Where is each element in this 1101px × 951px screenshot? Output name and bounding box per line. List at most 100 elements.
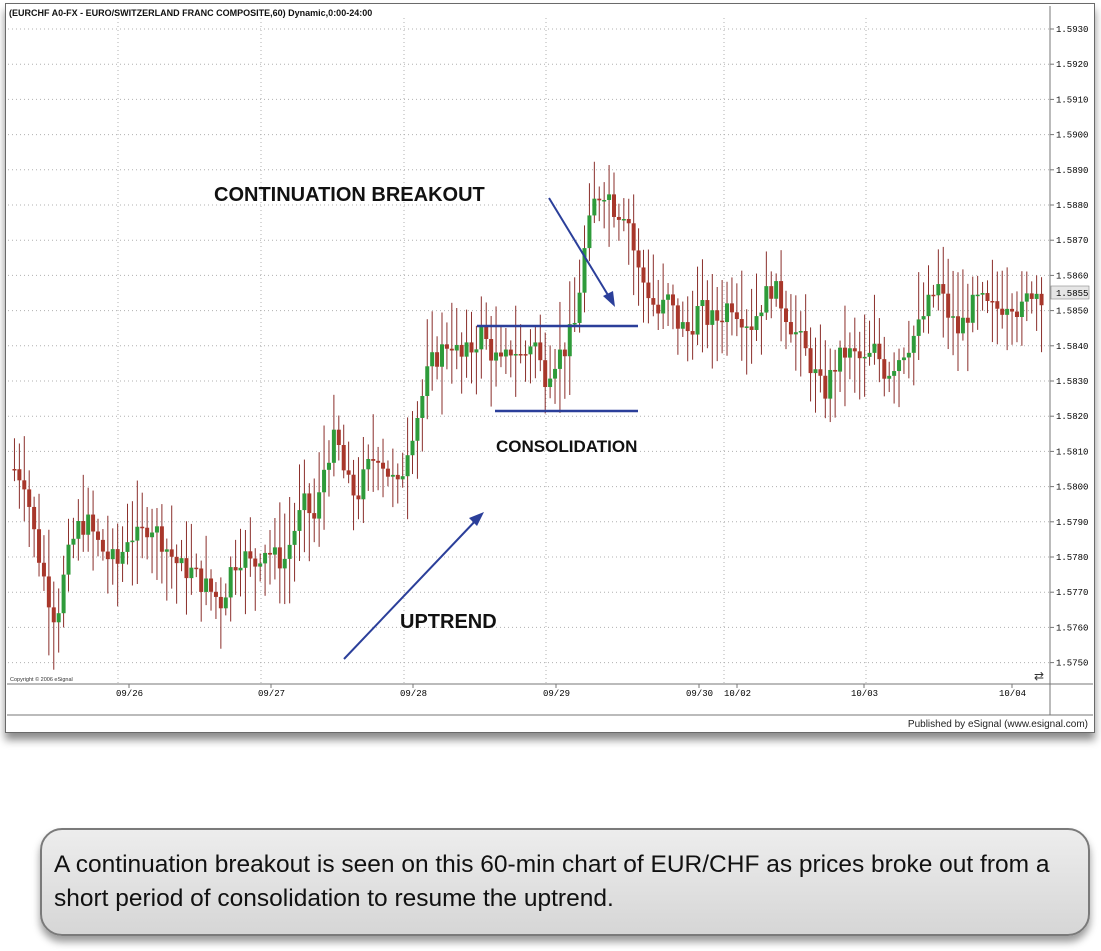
candle-body bbox=[592, 198, 597, 216]
candle-body bbox=[877, 343, 882, 360]
candle-body bbox=[813, 369, 818, 374]
candle-body bbox=[199, 568, 204, 592]
scroll-icon[interactable]: ⇄ bbox=[1034, 669, 1044, 683]
candle-body bbox=[956, 316, 960, 334]
candle-body bbox=[965, 317, 970, 323]
candle-body bbox=[213, 591, 218, 597]
candle-body bbox=[22, 480, 27, 490]
candle-body bbox=[449, 348, 454, 351]
candle-body bbox=[66, 544, 71, 575]
candle-body bbox=[218, 596, 223, 609]
chart-title: (EURCHF A0-FX - EURO/SWITZERLAND FRANC C… bbox=[9, 8, 372, 18]
candle-body bbox=[248, 551, 253, 559]
candle-body bbox=[361, 469, 366, 500]
candle-body bbox=[435, 352, 440, 367]
candle-body bbox=[164, 549, 169, 552]
x-tick-label: 09/30 bbox=[686, 689, 713, 699]
candle-body bbox=[734, 312, 739, 320]
candle-body bbox=[253, 558, 258, 567]
candle-body bbox=[331, 429, 336, 463]
candle-body bbox=[1019, 301, 1024, 318]
candle-body bbox=[41, 562, 46, 577]
candle-body bbox=[169, 549, 174, 557]
candle-body bbox=[184, 558, 189, 579]
candle-body bbox=[76, 521, 81, 539]
candle-body bbox=[916, 319, 921, 336]
candle-body bbox=[27, 489, 32, 507]
candle-body bbox=[56, 613, 61, 623]
y-tick-label: 1.5900 bbox=[1056, 131, 1088, 141]
candle-body bbox=[96, 531, 100, 540]
candle-body bbox=[808, 348, 813, 374]
candle-body bbox=[61, 574, 66, 614]
candle-body bbox=[779, 281, 784, 309]
candle-body bbox=[479, 325, 484, 350]
candle-body bbox=[995, 301, 1000, 309]
candle-body bbox=[115, 549, 120, 564]
candle-body bbox=[120, 551, 125, 564]
candle-body bbox=[1000, 308, 1005, 315]
candle-body bbox=[307, 493, 312, 514]
candle-body bbox=[420, 396, 425, 418]
price-chart: 1.5855 Published by eSignal (www.esignal… bbox=[7, 6, 1093, 730]
candle-body bbox=[803, 331, 808, 349]
candle-body bbox=[887, 375, 892, 379]
candle-body bbox=[582, 248, 587, 293]
caption-text: A continuation breakout is seen on this … bbox=[54, 851, 1050, 912]
candle-body bbox=[577, 292, 582, 323]
candle-body bbox=[513, 354, 518, 356]
candle-body bbox=[960, 317, 965, 334]
candle-body bbox=[842, 347, 847, 358]
candle-body bbox=[385, 468, 390, 477]
candle-body bbox=[341, 445, 346, 471]
candle-body bbox=[557, 349, 562, 369]
y-tick-label: 1.5930 bbox=[1056, 25, 1088, 35]
candle-body bbox=[469, 342, 474, 353]
candle-body bbox=[140, 526, 145, 529]
candle-body bbox=[1039, 293, 1044, 306]
candle-body bbox=[847, 348, 852, 358]
candle-body bbox=[508, 349, 513, 356]
candle-body bbox=[356, 495, 361, 500]
candle-body bbox=[322, 469, 327, 493]
y-tick-label: 1.5750 bbox=[1056, 659, 1088, 669]
candle-body bbox=[774, 281, 779, 299]
candle-body bbox=[975, 294, 980, 297]
candle-body bbox=[631, 223, 636, 251]
y-tick-label: 1.5870 bbox=[1056, 236, 1088, 246]
candle-body bbox=[838, 347, 843, 372]
candle-body bbox=[862, 356, 867, 359]
x-tick-label: 09/29 bbox=[543, 689, 570, 699]
candle-body bbox=[597, 198, 602, 201]
candle-body bbox=[1029, 293, 1034, 299]
candle-body bbox=[715, 310, 720, 321]
candle-body bbox=[612, 194, 616, 217]
candle-body bbox=[159, 526, 164, 552]
annotation-uptrend: UPTREND bbox=[400, 611, 497, 633]
candle-body bbox=[621, 218, 626, 221]
candle-body bbox=[528, 346, 533, 355]
candle-body bbox=[454, 344, 459, 351]
candle-body bbox=[700, 300, 705, 307]
candle-body bbox=[670, 294, 675, 306]
candle-body bbox=[51, 607, 56, 623]
candle-body bbox=[130, 540, 135, 543]
candle-body bbox=[705, 300, 710, 325]
candle-body bbox=[459, 344, 464, 357]
candle-body bbox=[626, 218, 631, 224]
candle-body bbox=[484, 325, 489, 340]
candle-body bbox=[543, 360, 548, 388]
candle-body bbox=[489, 339, 494, 361]
candle-body bbox=[86, 514, 91, 535]
x-tick-label: 09/28 bbox=[400, 689, 427, 699]
candle-body bbox=[818, 369, 823, 376]
candle-body bbox=[376, 460, 381, 463]
candle-body bbox=[685, 322, 690, 332]
y-tick-label: 1.5850 bbox=[1056, 307, 1088, 317]
candle-body bbox=[228, 567, 233, 598]
candle-body bbox=[223, 597, 228, 609]
candle-body bbox=[690, 331, 695, 335]
candle-body bbox=[1034, 293, 1039, 299]
candle-body bbox=[272, 547, 277, 555]
candle-body bbox=[381, 462, 386, 469]
